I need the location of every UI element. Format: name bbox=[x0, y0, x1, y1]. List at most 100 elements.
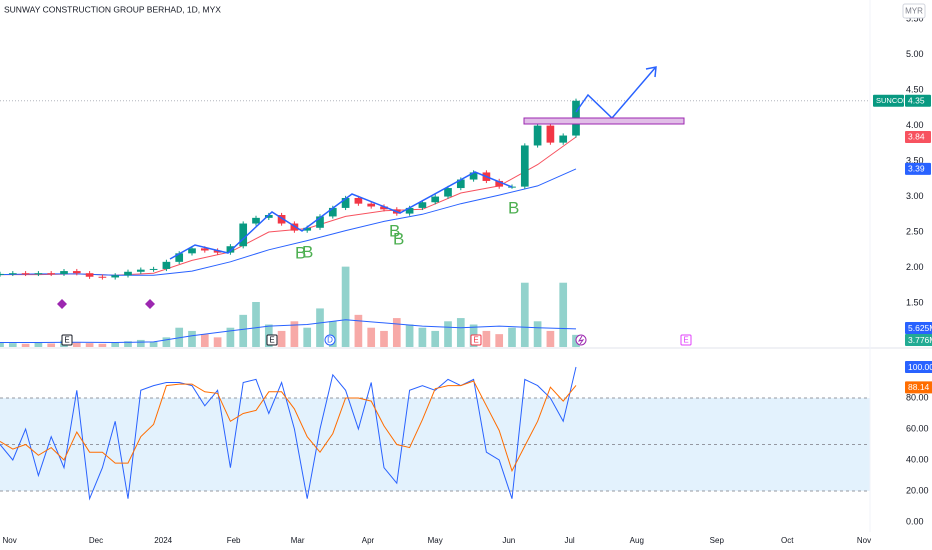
x-tick-label: Sep bbox=[710, 536, 725, 545]
projection-drawing bbox=[575, 67, 656, 120]
volume-bar bbox=[405, 324, 414, 347]
volume-bar bbox=[290, 321, 299, 347]
volume-bar bbox=[559, 282, 568, 347]
buy-annotation: B bbox=[393, 229, 404, 248]
candle-body bbox=[8, 273, 17, 275]
candle-body bbox=[124, 271, 132, 276]
candle-body bbox=[239, 223, 248, 247]
x-tick-label: Apr bbox=[362, 536, 375, 545]
candle-body bbox=[380, 206, 388, 210]
signal-diamond bbox=[145, 299, 155, 309]
candle-body bbox=[188, 248, 196, 254]
event-box[interactable] bbox=[266, 334, 278, 346]
candle-body bbox=[277, 215, 286, 224]
last-value-tag bbox=[905, 322, 932, 334]
currency-box[interactable] bbox=[902, 3, 926, 19]
candle-body bbox=[0, 273, 4, 275]
event-label[interactable]: D bbox=[327, 336, 333, 345]
candle-body bbox=[21, 273, 30, 275]
x-tick-label: Jun bbox=[502, 536, 515, 545]
event-label[interactable]: E bbox=[473, 336, 478, 345]
candle-body bbox=[162, 261, 171, 269]
last-value-label: 3.776M bbox=[908, 335, 932, 345]
candle-body bbox=[444, 188, 452, 197]
volume-bar bbox=[47, 343, 56, 347]
event-box[interactable] bbox=[680, 334, 692, 346]
moving-average bbox=[0, 168, 577, 276]
last-value-label: 3.39 bbox=[908, 164, 925, 174]
volume-bar bbox=[533, 321, 542, 347]
volume-bar bbox=[72, 342, 81, 347]
candle-body bbox=[456, 179, 465, 189]
marks: 1.50 2.00 2.50 3.00 3.50 4.00 4.50 5.00 5.50 0.00… bbox=[0, 14, 929, 545]
y-tick-label: 80.00 bbox=[906, 392, 929, 402]
x-tick-label: Mar bbox=[291, 536, 305, 545]
buy-annotation: B bbox=[295, 243, 306, 262]
buy-annotation: B bbox=[508, 198, 519, 217]
event-label[interactable]: E bbox=[269, 336, 274, 345]
candle-body bbox=[520, 145, 529, 187]
volume-bar bbox=[456, 318, 465, 347]
candle-body bbox=[559, 135, 568, 143]
candle-body bbox=[546, 125, 555, 143]
x-tick-label: Jul bbox=[564, 536, 574, 545]
candle-body bbox=[200, 248, 209, 251]
signal-diamond bbox=[57, 299, 67, 309]
candle-body bbox=[469, 172, 478, 180]
candle-body bbox=[354, 197, 363, 204]
volume-bar bbox=[316, 308, 324, 347]
y-tick-label: 2.50 bbox=[906, 226, 924, 236]
volume-bar bbox=[34, 342, 43, 347]
buy-annotation: B bbox=[389, 221, 400, 240]
y-tick-label: 0.00 bbox=[906, 516, 924, 526]
last-value-label: 5.625M bbox=[908, 323, 932, 333]
event-box[interactable] bbox=[324, 334, 336, 346]
y-tick-label: 3.00 bbox=[906, 191, 924, 201]
candle-body bbox=[213, 250, 222, 253]
y-tick-label: 4.50 bbox=[906, 84, 924, 94]
volume-bar bbox=[162, 337, 171, 347]
event-box[interactable] bbox=[470, 334, 482, 346]
candle-body bbox=[72, 271, 81, 274]
currency[interactable]: MYR bbox=[905, 7, 923, 16]
candle-body bbox=[136, 269, 145, 272]
candle-body bbox=[34, 273, 43, 275]
volume-bar bbox=[0, 342, 4, 347]
y-tick-label: 60.00 bbox=[906, 423, 929, 433]
symbol-label: SUNCON bbox=[876, 96, 909, 105]
event-box[interactable] bbox=[61, 334, 73, 346]
candle-body bbox=[85, 273, 94, 277]
volume-bar bbox=[303, 327, 312, 347]
zigzag-drawing bbox=[169, 171, 513, 260]
y-tick-label: 40.00 bbox=[906, 454, 929, 464]
volume-bar bbox=[508, 327, 516, 347]
volume-bar bbox=[277, 330, 286, 347]
candle-body bbox=[431, 196, 440, 203]
volume-bar bbox=[200, 334, 209, 347]
volume-bar bbox=[328, 321, 337, 347]
x-tick-label: Oct bbox=[781, 536, 794, 545]
candle-body bbox=[405, 207, 414, 214]
volume-bar bbox=[354, 314, 363, 347]
volume-bar bbox=[392, 318, 401, 347]
volume-bar bbox=[8, 343, 17, 347]
candle-body bbox=[226, 246, 235, 253]
candle-body bbox=[47, 273, 56, 275]
y-tick-label: 3.50 bbox=[906, 155, 924, 165]
x-tick-label: Dec bbox=[89, 536, 103, 545]
volume-bar bbox=[520, 282, 529, 347]
volume-bar bbox=[341, 266, 350, 347]
y-tick-label: 20.00 bbox=[906, 485, 929, 495]
volume-bar bbox=[239, 314, 248, 347]
candle-body bbox=[367, 203, 376, 207]
event-label[interactable]: E bbox=[64, 336, 69, 345]
candle-body bbox=[290, 223, 299, 231]
volume-bar bbox=[188, 330, 196, 347]
candle-body bbox=[303, 227, 312, 231]
candle-body bbox=[418, 202, 427, 208]
event-label[interactable]: E bbox=[683, 336, 688, 345]
candle-body bbox=[98, 276, 107, 278]
last-value-label: 3.84 bbox=[908, 132, 925, 142]
x-tick-label: Nov bbox=[857, 536, 871, 545]
candle-body bbox=[533, 125, 542, 146]
